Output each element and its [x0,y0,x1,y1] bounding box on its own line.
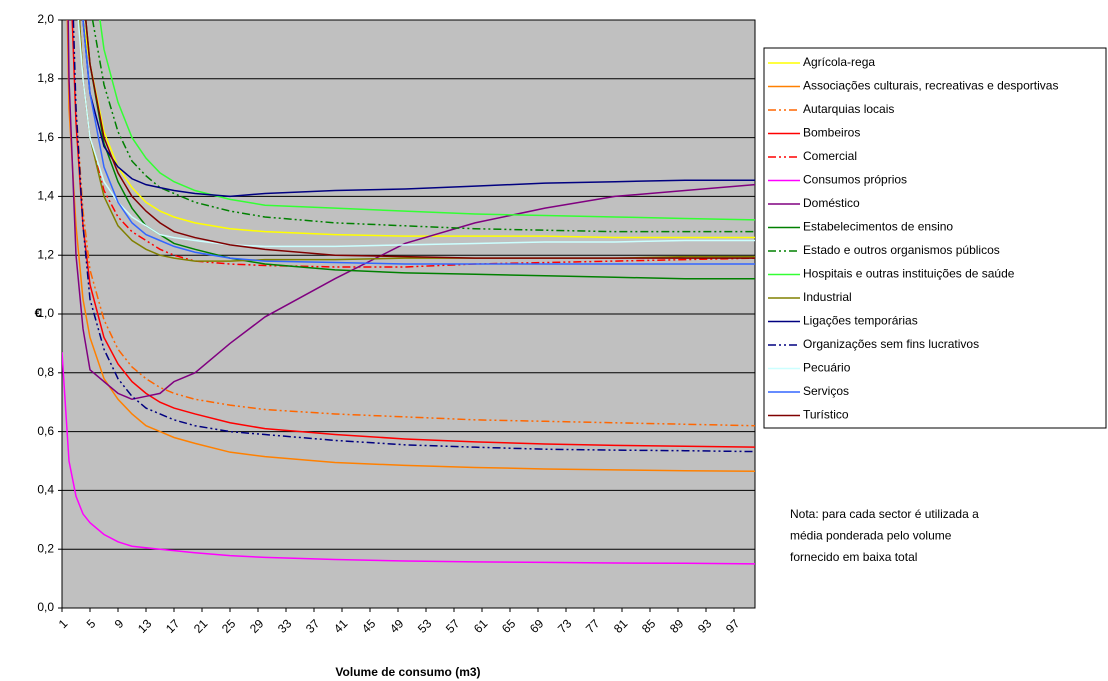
x-tick-label: 13 [135,616,155,636]
series-line [71,20,755,427]
x-tick-label: 65 [499,616,519,636]
y-tick-label: 0,2 [37,541,54,555]
x-tick-label: 45 [359,616,379,636]
series-line [71,20,755,448]
legend-label: Bombeiros [803,126,860,140]
x-tick-label: 85 [639,616,659,636]
series-line [67,20,755,401]
y-tick-label: 0,4 [37,483,54,497]
x-tick-label: 89 [667,616,687,636]
x-tick-label: 69 [527,616,547,636]
series-line [99,20,755,221]
series-line [82,20,755,239]
series-line [82,20,755,265]
y-tick-label: 2,0 [37,12,54,26]
x-tick-label: 81 [611,616,631,636]
legend-label: Estado e outros organismos públicos [803,243,1000,257]
series-line [85,20,755,280]
y-tick-label: 1,2 [37,247,54,261]
y-tick-label: 1,6 [37,130,54,144]
y-tick-label: 0,6 [37,424,54,438]
x-tick-label: 77 [583,616,603,636]
legend-label: Turístico [803,408,849,422]
legend-label: Industrial [803,290,852,304]
series-group [62,20,755,565]
y-tick-label: 1,4 [37,189,54,203]
legend-label: Hospitais e outras instituições de saúde [803,267,1015,281]
legend-label: Comercial [803,149,857,163]
x-tick-label: 29 [247,616,267,636]
y-tick-label: 0,8 [37,365,54,379]
series-line [62,352,755,565]
x-tick-label: 1 [56,616,71,631]
x-tick-label: 41 [331,616,351,636]
annotation: Nota: para cada sector é utilizada a [790,507,979,521]
x-tick-label: 61 [471,616,491,636]
legend-label: Ligações temporárias [803,314,918,328]
x-tick-label: 17 [163,616,183,636]
legend-label: Organizações sem fins lucrativos [803,337,979,351]
x-tick-label: 37 [303,616,323,636]
legend-label: Pecuário [803,361,851,375]
y-tick-label: 1,0 [37,306,54,320]
y-axis-label: € [35,306,42,320]
x-tick-label: 33 [275,616,295,636]
x-tick-label: 25 [219,616,239,636]
y-tick-label: 0,0 [37,600,54,614]
x-tick-label: 5 [84,616,99,631]
x-tick-label: 9 [112,616,127,631]
legend-label: Autarquias locais [803,102,894,116]
legend-label: Consumos próprios [803,173,907,187]
y-tick-label: 1,8 [37,71,54,85]
x-tick-label: 21 [191,616,211,636]
series-line [77,20,755,248]
legend-label: Associações culturais, recreativas e des… [803,79,1058,93]
legend-label: Serviços [803,384,849,398]
legend-box [763,47,1107,429]
annotation: média ponderada pelo volume [790,529,952,543]
legend-label: Doméstico [803,196,860,210]
series-line [66,20,755,473]
series-line [91,20,755,233]
series-line [78,20,755,268]
plot-border [61,19,756,609]
x-axis-label: Volume de consumo (m3) [335,665,480,679]
legend-label: Estabelecimentos de ensino [803,220,953,234]
x-tick-label: 49 [387,616,407,636]
series-line [85,20,755,259]
legend-label: Agrícola-rega [803,55,875,69]
x-tick-label: 73 [555,616,575,636]
x-tick-label: 57 [443,616,463,636]
x-tick-label: 93 [695,616,715,636]
annotation: fornecido em baixa total [790,550,917,564]
x-tick-label: 97 [723,616,743,636]
x-tick-label: 53 [415,616,435,636]
